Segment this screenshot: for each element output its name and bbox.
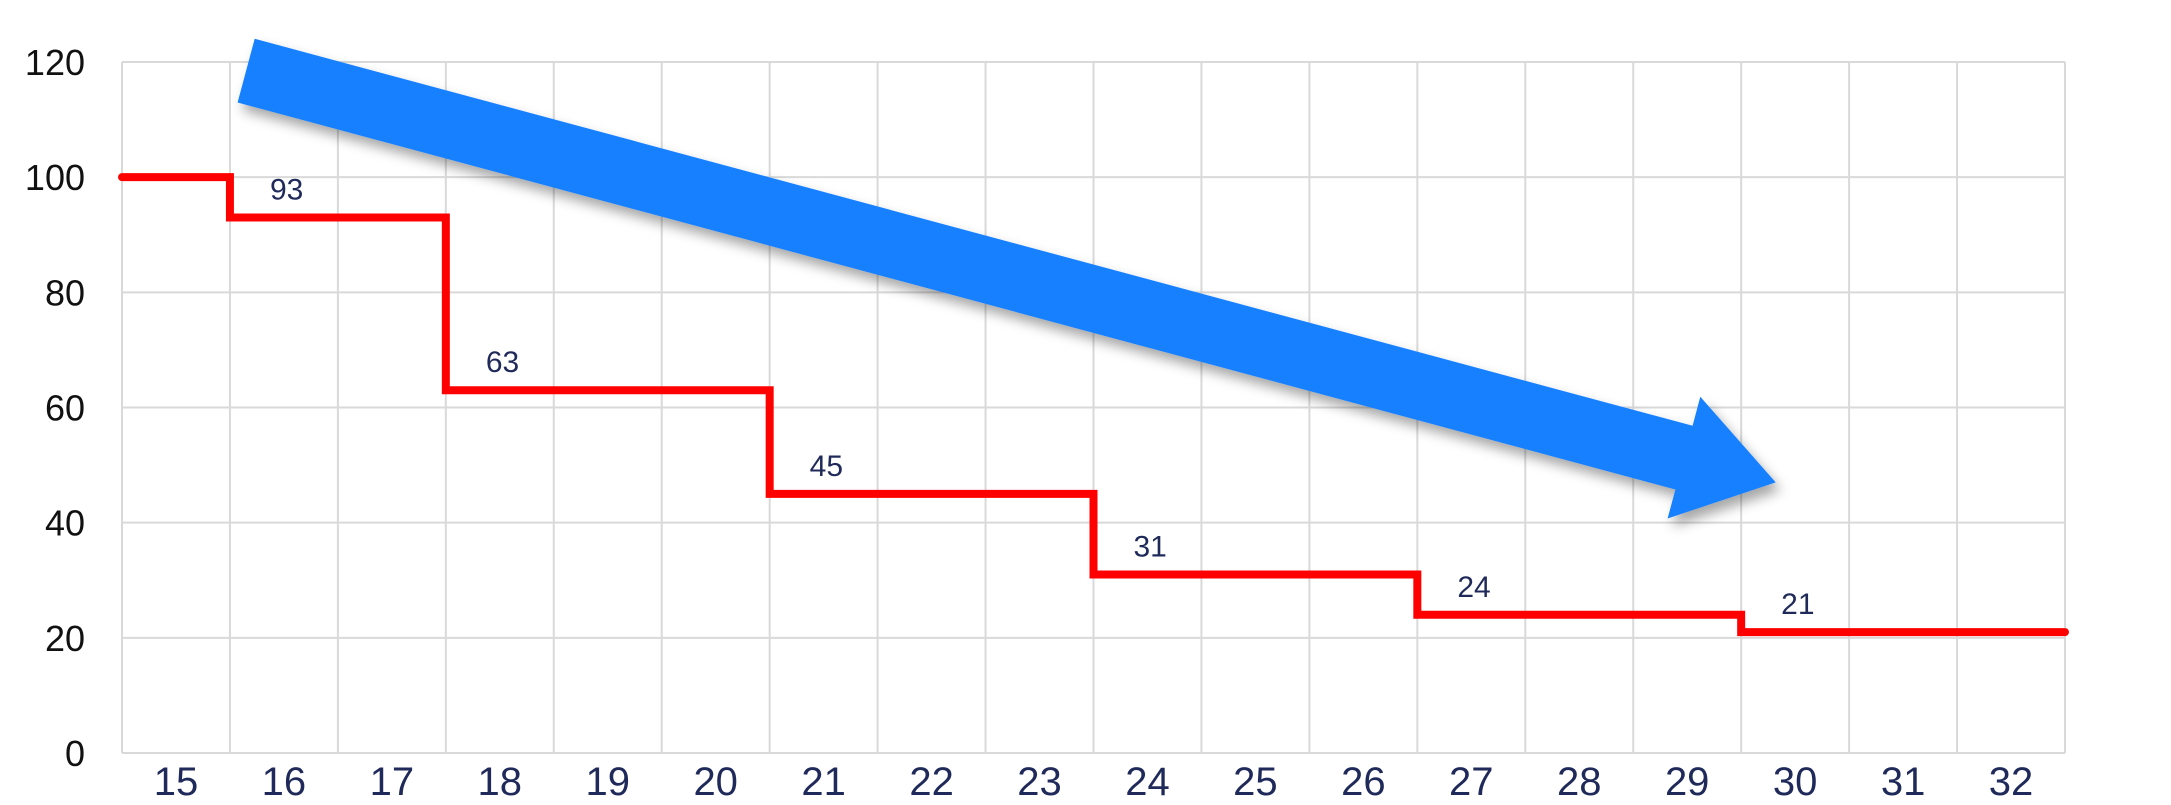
x-tick-label: 26 <box>1341 760 1386 804</box>
y-tick-label: 80 <box>45 272 85 313</box>
data-label: 31 <box>1134 530 1167 563</box>
x-tick-label: 32 <box>1989 760 2034 804</box>
y-tick-label: 0 <box>65 733 85 774</box>
step-point <box>229 216 231 218</box>
y-tick-label: 20 <box>45 618 85 659</box>
x-tick-label: 20 <box>693 760 738 804</box>
x-tick-label: 15 <box>154 760 199 804</box>
step-point <box>1740 631 1742 633</box>
x-tick-label: 24 <box>1125 760 1170 804</box>
data-label: 21 <box>1781 588 1814 621</box>
step-point <box>445 389 447 391</box>
x-tick-label: 27 <box>1449 760 1494 804</box>
x-tick-label: 19 <box>586 760 631 804</box>
x-tick-label: 17 <box>370 760 415 804</box>
data-label: 45 <box>810 450 843 483</box>
gridlines <box>121 61 2066 754</box>
x-tick-label: 28 <box>1557 760 1602 804</box>
y-tick-label: 40 <box>45 503 85 544</box>
x-tick-label: 23 <box>1017 760 1062 804</box>
x-axis: 15 16 17 18 19 20 21 22 23 24 25 26 27 28 29 30 31 32 <box>154 760 2034 804</box>
y-tick-label: 60 <box>45 388 85 429</box>
data-label: 24 <box>1457 571 1490 604</box>
x-tick-label: 31 <box>1881 760 1926 804</box>
step-series-line <box>118 173 2069 637</box>
data-label: 63 <box>486 346 519 379</box>
step-point <box>1416 614 1418 616</box>
y-tick-label: 100 <box>25 157 85 198</box>
x-tick-label: 18 <box>478 760 523 804</box>
data-labels: 93 63 45 31 24 21 <box>270 173 1815 621</box>
series-layer <box>118 173 2069 637</box>
x-tick-label: 29 <box>1665 760 1710 804</box>
y-axis: 0 20 40 60 80 100 120 <box>25 42 85 774</box>
step-point <box>2064 631 2066 633</box>
step-point <box>121 176 123 178</box>
step-point <box>769 493 771 495</box>
x-tick-label: 21 <box>801 760 846 804</box>
x-tick-label: 16 <box>262 760 307 804</box>
x-tick-label: 22 <box>909 760 954 804</box>
y-tick-label: 120 <box>25 42 85 83</box>
trend-arrow-layer <box>237 38 1776 519</box>
step-point <box>1093 573 1094 575</box>
x-tick-label: 25 <box>1233 760 1278 804</box>
trend-arrow-icon <box>237 38 1776 519</box>
data-label: 93 <box>270 173 303 206</box>
x-tick-label: 30 <box>1773 760 1818 804</box>
